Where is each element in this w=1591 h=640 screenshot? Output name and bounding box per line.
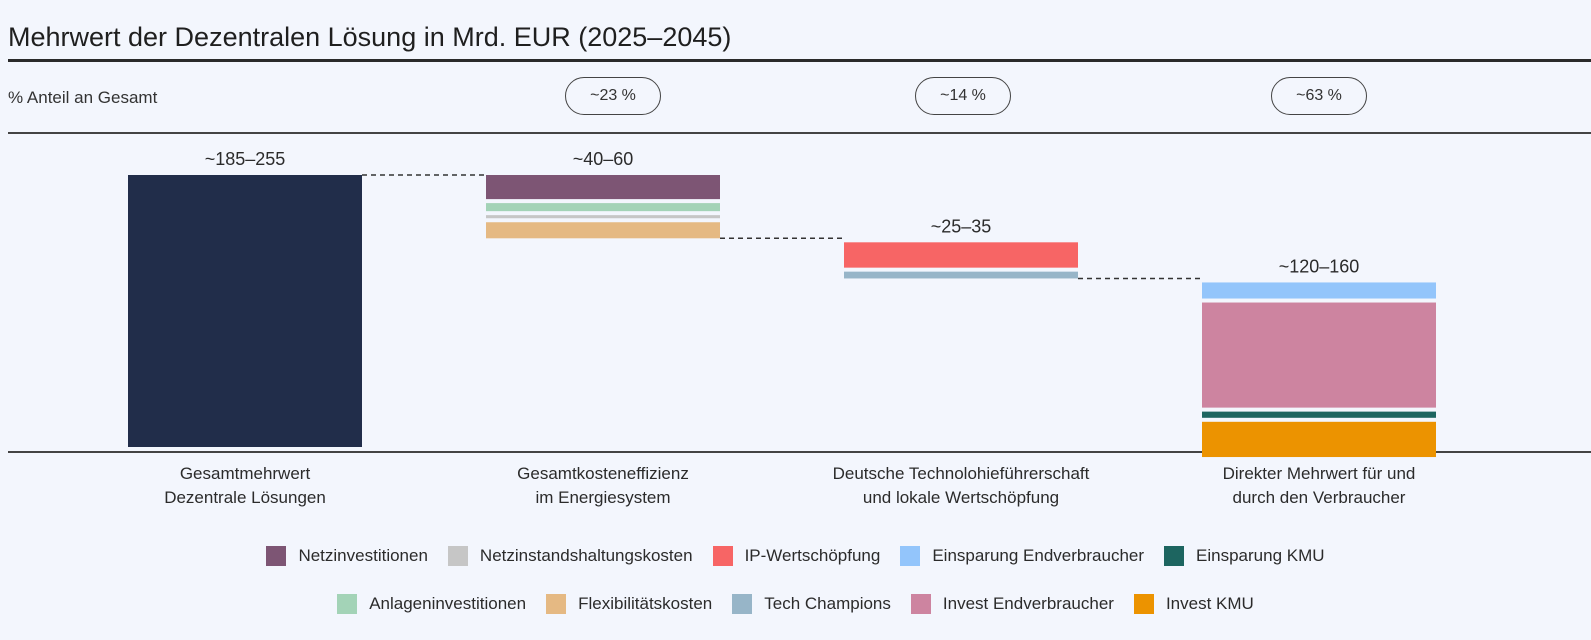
legend-swatch [447,546,468,566]
category-line: Dezentrale Lösungen [164,488,326,507]
bar-segment-tech-champions [844,271,1078,279]
legend-item: Invest Endverbraucher [910,594,1114,614]
bar-segment-netzinvestitionen [486,175,720,200]
category-line: Deutsche Technolohieführerschaft [832,464,1090,483]
legend-swatch [1164,546,1185,566]
bar-segment-flexibilit-tskosten [486,222,720,239]
legend-item: Einsparung Endverbraucher [900,546,1144,566]
legend-label: Netzinvestitionen [298,546,428,565]
bar-segment-einsparung-kmu [1202,411,1436,418]
share-pill-kosteneffizienz: ~23 % [565,77,661,115]
legend-item: Netzinstandshaltungskosten [447,546,693,566]
legend-swatch [712,546,733,566]
category-line: Gesamtkosteneffizienz [517,464,689,483]
legend-swatch [910,594,931,614]
legend-swatch [546,594,567,614]
chart-title: Mehrwert der Dezentralen Lösung in Mrd. … [8,22,732,52]
legend-item: IP-Wertschöpfung [712,546,881,566]
legend-item: Anlageninvestitionen [337,594,526,614]
category-label-technologie: Deutsche Technolohieführerschaft und lok… [801,462,1121,510]
legend-label: Einsparung Endverbraucher [932,546,1145,565]
category-label-gesamt: Gesamtmehrwert Dezentrale Lösungen [85,462,405,510]
legend-label: Flexibilitätskosten [578,594,713,613]
legend-label: Netzinstandshaltungskosten [479,546,693,565]
data-label: ~120–160 [1279,256,1360,276]
legend-label: IP-Wertschöpfung [744,546,881,565]
legend-label: Tech Champions [764,594,891,613]
category-label-kosteneffizienz: Gesamtkosteneffizienz im Energiesystem [443,462,763,510]
category-label-verbraucher: Direkter Mehrwert für und durch den Verb… [1159,462,1479,510]
legend-swatch [732,594,753,614]
share-pill-technologie: ~14 % [915,77,1011,115]
bar-segment-netzinstandshaltungskosten [486,215,720,219]
legend-swatch [1133,594,1154,614]
category-line: Gesamtmehrwert [179,464,311,483]
legend-item: Netzinvestitionen [266,546,428,566]
category-line: im Energiesystem [535,488,671,507]
legend-item: Tech Champions [732,594,891,614]
share-row-rule [8,132,1591,134]
legend-item: Invest KMU [1133,594,1254,614]
legend-label: Invest KMU [1165,594,1254,613]
title-rule [8,59,1591,62]
legend-label: Anlageninvestitionen [369,594,527,613]
category-line: Direkter Mehrwert für und [1222,464,1416,483]
data-label: ~40–60 [573,149,634,169]
bar-segment-invest-endverbraucher [1202,302,1436,408]
category-line: durch den Verbraucher [1232,488,1406,507]
bar-segment-einsparung-endverbraucher [1202,282,1436,299]
data-label: ~25–35 [931,216,992,236]
legend-row-1: Netzinvestitionen Netzinstandshaltungskos… [0,546,1591,566]
bar-segment-invest-kmu [1202,421,1436,458]
legend-label: Invest Endverbraucher [942,594,1114,613]
legend-row-2: Anlageninvestitionen Flexibilitätskosten T… [0,594,1591,614]
bar-segment-ip-wertsch-pfung [844,242,1078,268]
bar-segment-anlageninvestitionen [486,203,720,212]
legend-swatch [266,546,287,566]
share-pill-verbraucher: ~63 % [1271,77,1367,115]
legend-swatch [900,546,921,566]
share-row-label: % Anteil an Gesamt [8,88,158,107]
legend-item: Einsparung KMU [1164,546,1325,566]
category-line: und lokale Wertschöpfung [862,488,1060,507]
legend-item: Flexibilitätskosten [546,594,712,614]
bar-segment-gesamt [128,175,362,447]
data-label: ~185–255 [205,149,286,169]
legend-swatch [337,594,358,614]
legend-label: Einsparung KMU [1196,546,1325,565]
